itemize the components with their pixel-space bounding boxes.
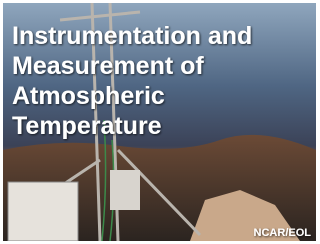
page: Instrumentation and Measurement of Atmos… [0, 0, 319, 244]
title-line: Temperature [12, 112, 162, 140]
instrument-box [8, 182, 78, 241]
title-line: Measurement of [12, 52, 204, 80]
sensor-box [110, 170, 140, 210]
thumbnail: Instrumentation and Measurement of Atmos… [0, 0, 319, 244]
credit: NCAR/EOL [254, 227, 312, 239]
title-line: Instrumentation and [12, 22, 252, 50]
title-line: Atmospheric [12, 82, 165, 110]
